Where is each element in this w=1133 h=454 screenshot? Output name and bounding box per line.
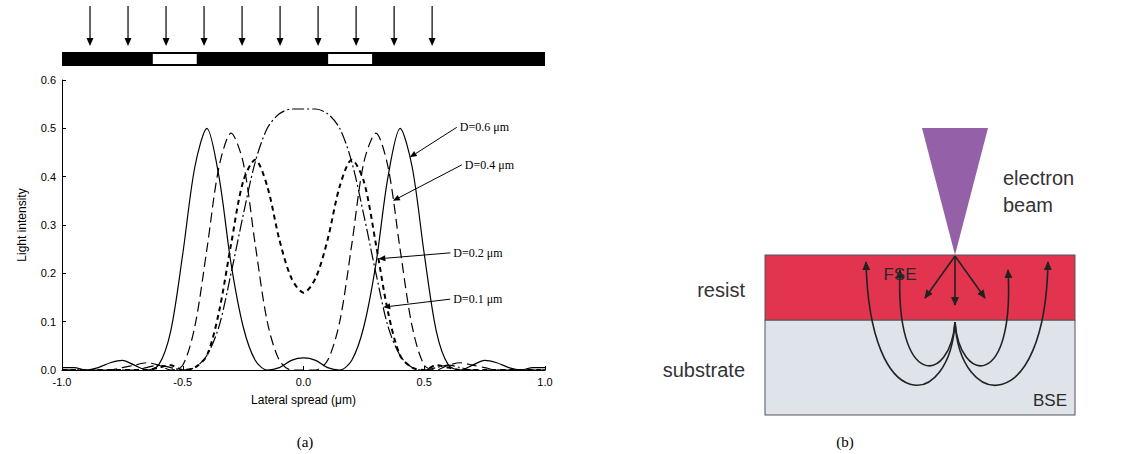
svg-text:D=0.6 μm: D=0.6 μm [460,120,510,134]
svg-text:0.0: 0.0 [296,376,311,388]
svg-text:Light intensity: Light intensity [15,188,29,261]
svg-text:(b): (b) [836,434,854,451]
svg-text:D=0.4 μm: D=0.4 μm [465,158,515,172]
svg-text:(a): (a) [297,434,314,451]
svg-text:resist: resist [697,279,745,301]
svg-text:0.3: 0.3 [41,219,56,231]
svg-text:1.0: 1.0 [537,376,552,388]
svg-text:BSE: BSE [1033,391,1067,410]
svg-text:0.4: 0.4 [41,171,56,183]
svg-text:-0.5: -0.5 [173,376,192,388]
svg-text:0.0: 0.0 [41,364,56,376]
svg-text:D=0.2 μm: D=0.2 μm [453,246,503,260]
svg-text:beam: beam [1003,194,1053,216]
svg-text:substrate: substrate [663,359,745,381]
svg-text:D=0.1 μm: D=0.1 μm [453,292,503,306]
svg-text:electron: electron [1003,167,1074,189]
svg-text:0.1: 0.1 [41,316,56,328]
svg-text:FSE: FSE [883,265,916,284]
svg-text:-1.0: -1.0 [53,376,72,388]
svg-text:0.5: 0.5 [41,122,56,134]
svg-text:0.5: 0.5 [417,376,432,388]
svg-text:0.2: 0.2 [41,267,56,279]
svg-text:Lateral spread (μm): Lateral spread (μm) [251,393,356,407]
svg-text:0.6: 0.6 [41,74,56,86]
